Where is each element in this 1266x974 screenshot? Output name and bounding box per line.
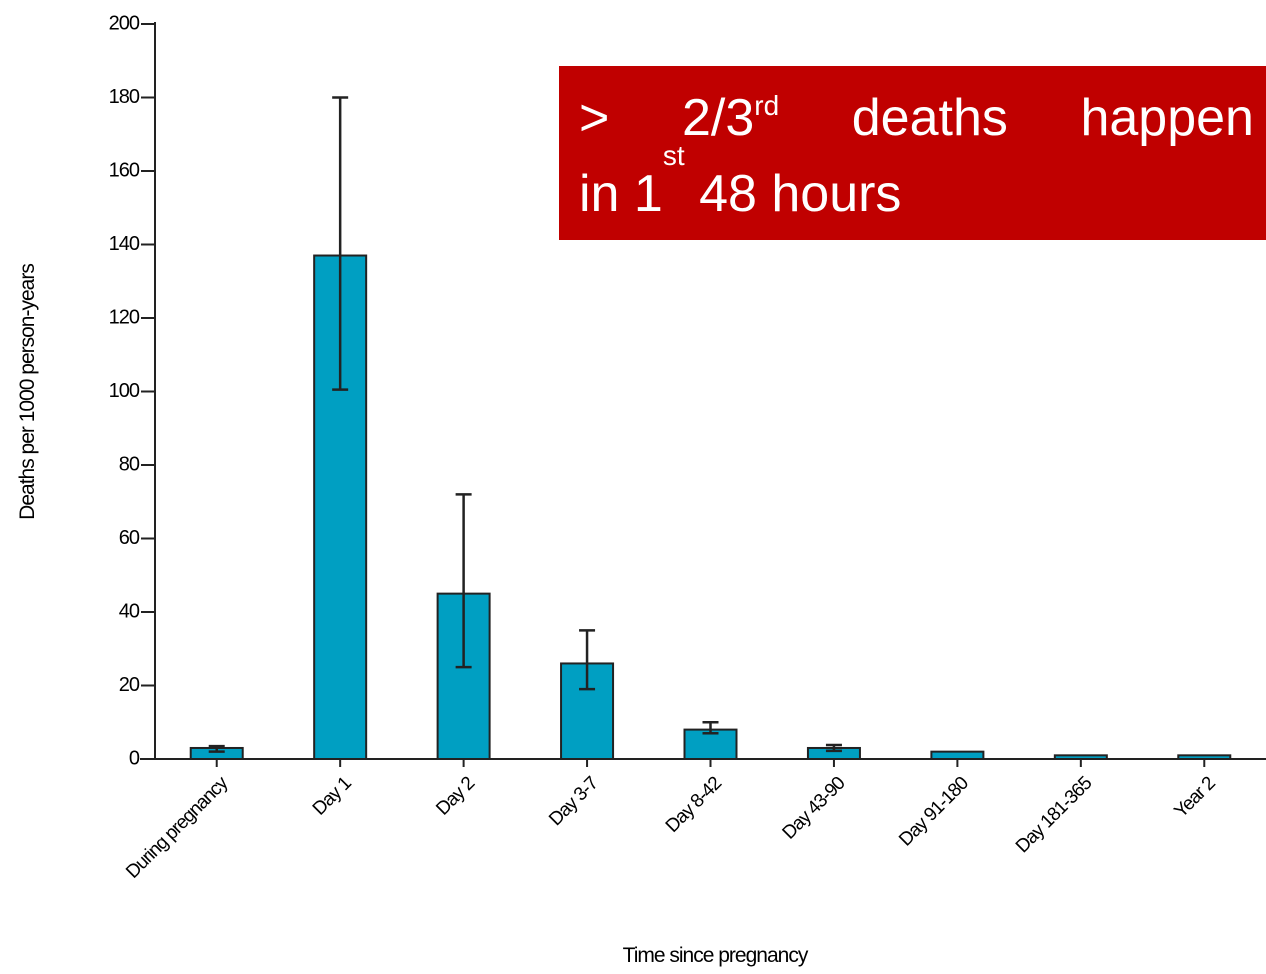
y-tick-label: 20 (119, 674, 140, 696)
bar (1177, 754, 1232, 761)
x-tick-label: Day 43-90 (779, 773, 850, 844)
annotation-text: deaths (851, 89, 1008, 147)
x-tick-label: Day 8-42 (662, 773, 726, 837)
y-tick-label: 160 (109, 159, 140, 181)
x-tick-label: Day 2 (432, 773, 479, 820)
annotation-sup: rd (754, 90, 780, 121)
y-tick-label: 120 (109, 306, 140, 328)
y-tick-label: 40 (119, 600, 140, 622)
y-tick-label: 140 (109, 233, 140, 255)
y-tick-label: 60 (119, 527, 140, 549)
x-tick-label: Day 1 (309, 773, 356, 820)
y-axis-title: Deaths per 1000 person-years (16, 264, 39, 520)
y-tick-label: 80 (119, 453, 140, 475)
bar (930, 750, 985, 761)
y-tick-label: 180 (109, 86, 140, 108)
x-axis-title: Time since pregnancy (623, 944, 809, 967)
x-tick-label: Day 181-365 (1012, 773, 1096, 857)
annotation-text: in 1 (579, 165, 663, 223)
y-tick-label: 0 (129, 747, 140, 769)
x-tick-label: During pregnancy (122, 772, 233, 883)
x-tick-label: Year 2 (1170, 773, 1219, 822)
bar (1053, 754, 1108, 761)
annotation-sup: st (662, 140, 685, 171)
annotation-line: >2/3rd deaths happen (579, 80, 1254, 156)
annotation-text: 2/3rd (682, 80, 779, 156)
annotation-text: 48 hours (684, 165, 902, 223)
x-tick-label: Day 91-180 (895, 773, 973, 851)
y-tick-label: 200 (109, 12, 140, 34)
y-tick-label: 100 (109, 380, 140, 402)
annotation-text: > (579, 89, 610, 147)
x-tick-label: Day 3-7 (545, 773, 602, 830)
annotation-text: happen (1080, 89, 1254, 147)
annotation-text: 2/3 (681, 89, 755, 147)
